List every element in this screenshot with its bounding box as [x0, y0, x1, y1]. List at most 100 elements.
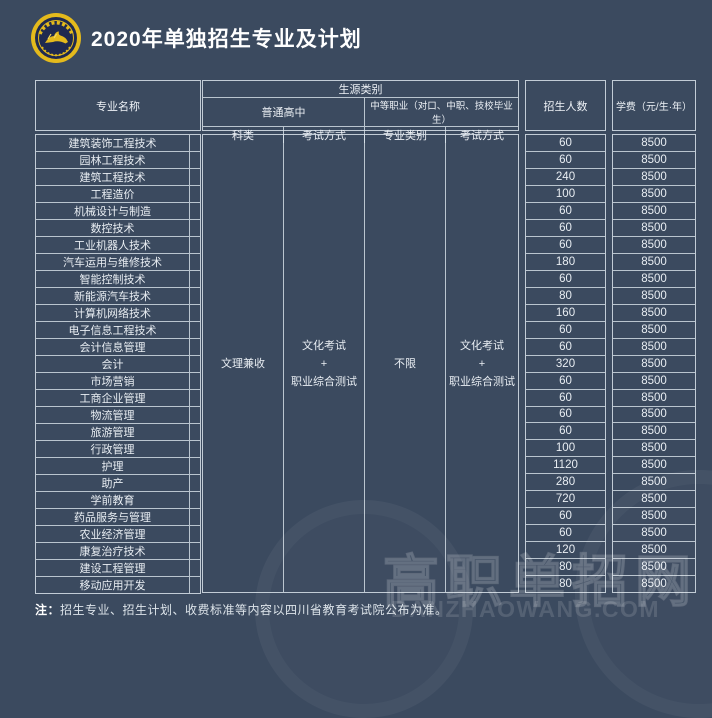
table-row-major: 药品服务与管理: [36, 509, 200, 526]
enrollment-cell: 60: [526, 508, 605, 526]
tuition-cell: 8500: [613, 491, 695, 509]
spacer-strip: [190, 407, 200, 423]
major-name-cell: 助产: [36, 475, 190, 491]
spacer-strip: [190, 322, 200, 338]
tuition-cell: 8500: [641, 578, 667, 591]
major-name-cell: 学前教育: [36, 492, 190, 508]
enrollment-cell: 60: [526, 203, 605, 220]
tuition-cell: 8500: [613, 542, 695, 560]
spacer-strip: [190, 526, 200, 542]
enrollment-cell: 160: [526, 305, 605, 322]
spacer-strip: [190, 458, 200, 474]
spacer-strip: [190, 577, 200, 593]
source-category-header-group: 生源类别 普通高中 中等职业（对口、中职、技校毕业生） 科类 考试方式 专业类别…: [202, 80, 519, 143]
major-name-cell: 物流管理: [36, 407, 190, 423]
table-row-major: 旅游管理: [36, 424, 200, 441]
spacer-strip: [190, 441, 200, 457]
tuition-cell: 8500: [613, 237, 695, 254]
major-name-cell: 计算机网络技术: [36, 305, 190, 321]
enrollment-cell: 60: [526, 322, 605, 339]
major-name-column: 专业名称 建筑装饰工程技术 园林工程技术 建筑工程技术 工程造价 机械设计与制造 数控技术…: [35, 80, 201, 594]
spacer-strip: [190, 186, 200, 202]
enrollment-cell: 60: [526, 525, 605, 543]
table-row-major: 助产: [36, 475, 200, 492]
table-row-major: 机械设计与制造: [36, 203, 200, 220]
spacer-strip: [190, 390, 200, 406]
major-class-value: 不限: [365, 135, 446, 592]
major-name-cell: 移动应用开发: [36, 577, 190, 593]
tuition-cell: 8500: [613, 407, 695, 424]
tuition-cell: 8500: [613, 559, 695, 577]
major-name-body: 建筑装饰工程技术 园林工程技术 建筑工程技术 工程造价 机械设计与制造 数控技术 工业机器人…: [35, 134, 201, 594]
tuition-cell: 8500: [613, 169, 695, 186]
major-name-cell: 汽车运用与维修技术: [36, 254, 190, 270]
spacer-strip: [190, 237, 200, 253]
spacer-strip: [190, 492, 200, 508]
table-row-major: 建设工程管理: [36, 560, 200, 577]
spacer-strip: [190, 135, 200, 151]
spacer-strip: [190, 305, 200, 321]
major-name-cell: 建筑装饰工程技术: [36, 135, 190, 151]
tuition-cell: 8500: [613, 254, 695, 271]
spacer-strip: [190, 543, 200, 559]
enrollment-cell: 80: [559, 578, 572, 591]
enrollment-body: 60 60 240 100 60 60 60 180 60 80 160 60 60 320 60 60 60 6…: [525, 134, 606, 593]
enrollment-cell: 80: [526, 559, 605, 577]
spacer-strip: [190, 220, 200, 236]
major-name-cell: 机械设计与制造: [36, 203, 190, 219]
page: 2020年单独招生专业及计划 专业名称 建筑装饰工程技术 园林工程技术 建筑工程技术…: [31, 13, 696, 622]
tuition-cell: 8500: [613, 135, 695, 152]
major-name-cell: 康复治疗技术: [36, 543, 190, 559]
tuition-cell: 8500: [613, 203, 695, 220]
tuition-cell: 8500: [613, 474, 695, 492]
major-name-cell: 会计: [36, 356, 190, 372]
exam-method-hs-value: 文化考试 + 职业综合测试: [284, 135, 365, 592]
table-row-major: 建筑装饰工程技术: [36, 135, 200, 152]
enrollment-cell: 720: [526, 491, 605, 509]
table-row-major: 智能控制技术: [36, 271, 200, 288]
tuition-cell: 8500: [613, 440, 695, 458]
tuition-cell: 8500: [613, 525, 695, 543]
major-name-cell: 数控技术: [36, 220, 190, 236]
major-name-cell: 新能源汽车技术: [36, 288, 190, 304]
enrollment-cell: 60: [526, 407, 605, 424]
table-row-major: 汽车运用与维修技术: [36, 254, 200, 271]
table-row-major: 计算机网络技术: [36, 305, 200, 322]
tuition-cell: 8500: [613, 152, 695, 169]
major-name-cell: 电子信息工程技术: [36, 322, 190, 338]
exam-method-voc-value: 文化考试 + 职业综合测试: [449, 339, 515, 388]
enrollment-cell: 60: [526, 390, 605, 407]
enrollment-cell: 60: [526, 220, 605, 237]
table-row-major: 物流管理: [36, 407, 200, 424]
enrollment-cell: 240: [526, 169, 605, 186]
vocational-header: 中等职业（对口、中职、技校毕业生）: [370, 101, 513, 126]
table-row-major: 建筑工程技术: [36, 169, 200, 186]
spacer-strip: [190, 152, 200, 168]
footnote-label: 注：: [35, 603, 61, 617]
tuition-cell: 8500: [613, 373, 695, 390]
tuition-cell: 8500: [613, 186, 695, 203]
enrollment-cell: 60: [526, 423, 605, 441]
tuition-cell: 8500: [613, 508, 695, 526]
enrollment-table: 专业名称 建筑装饰工程技术 园林工程技术 建筑工程技术 工程造价 机械设计与制造 数控技术…: [35, 80, 696, 594]
spacer-strip: [190, 475, 200, 491]
tuition-cell: 8500: [613, 457, 695, 475]
spacer-strip: [190, 509, 200, 525]
page-title: 2020年单独招生专业及计划: [91, 28, 362, 51]
major-name-cell: 工业机器人技术: [36, 237, 190, 253]
major-name-cell: 智能控制技术: [36, 271, 190, 287]
spacer-strip: [190, 169, 200, 185]
enrollment-header: 招生人数: [525, 80, 606, 131]
subject-class-value: 文理兼收: [203, 135, 284, 592]
footnote-text: 招生专业、招生计划、收费标准等内容以四川省教育考试院公布为准。: [60, 603, 448, 617]
table-row-major: 学前教育: [36, 492, 200, 509]
table-row-major: 园林工程技术: [36, 152, 200, 169]
tuition-cell: 8500: [613, 305, 695, 322]
major-name-cell: 药品服务与管理: [36, 509, 190, 525]
enrollment-cell: 60: [526, 373, 605, 390]
tuition-cell: 8500: [613, 339, 695, 356]
enrollment-column: 招生人数 60 60 240 100 60 60 60 180 60 80 160 60 60 320 60…: [525, 80, 606, 593]
major-name-cell: 行政管理: [36, 441, 190, 457]
enrollment-cell: 60: [526, 237, 605, 254]
spacer-strip: [190, 203, 200, 219]
